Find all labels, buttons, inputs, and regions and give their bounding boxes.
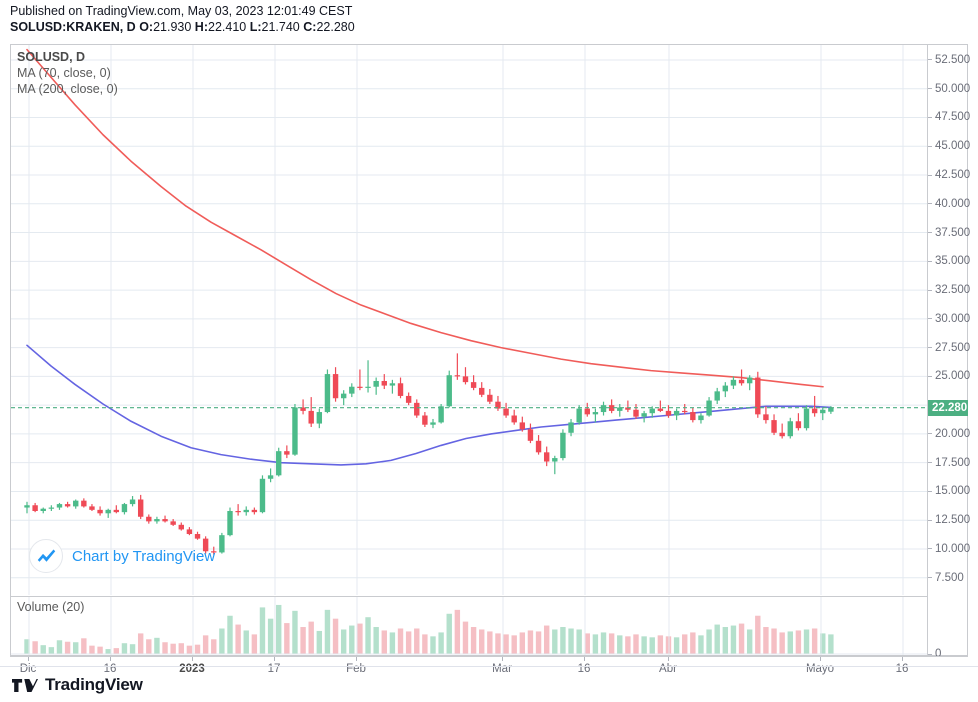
price-axis-tick: 25.000 bbox=[928, 369, 970, 383]
time-axis-mark bbox=[110, 657, 111, 661]
time-axis-divider bbox=[10, 656, 968, 657]
price-axis-tick: 17.500 bbox=[928, 456, 970, 470]
symbol-ohlc-line: SOLUSD:KRAKEN, D O:21.930 H:22.410 L:21.… bbox=[10, 19, 355, 35]
price-pane[interactable]: SOLUSD, D MA (70, close, 0) MA (200, clo… bbox=[11, 45, 927, 595]
time-axis-mark bbox=[274, 657, 275, 661]
watermark-label: Chart by TradingView bbox=[72, 547, 216, 565]
price-axis-tick: 30.000 bbox=[928, 312, 970, 326]
published-line: Published on TradingView.com, May 03, 20… bbox=[10, 4, 353, 18]
footer-brand[interactable]: TradingView bbox=[12, 675, 143, 695]
page-footer: TradingView bbox=[0, 668, 978, 702]
volume-indicator-label[interactable]: Volume (20) bbox=[17, 600, 85, 614]
price-axis-tick: 42.500 bbox=[928, 168, 970, 182]
high-value: 22.410 bbox=[208, 20, 247, 34]
price-axis-tick: 45.000 bbox=[928, 139, 970, 153]
price-axis-tick: 32.500 bbox=[928, 283, 970, 297]
symbol-ticker: SOLUSD:KRAKEN, D bbox=[10, 20, 136, 34]
time-axis-mark bbox=[902, 657, 903, 661]
price-axis-tick: 52.500 bbox=[928, 53, 970, 67]
close-label: C: bbox=[303, 20, 317, 34]
low-value: 21.740 bbox=[261, 20, 300, 34]
price-axis-tick: 27.500 bbox=[928, 341, 970, 355]
close-value: 22.280 bbox=[316, 20, 355, 34]
high-label: H: bbox=[194, 20, 208, 34]
footer-divider bbox=[0, 666, 978, 667]
time-axis-mark bbox=[192, 657, 193, 661]
pane-separator bbox=[11, 596, 927, 597]
time-axis-mark bbox=[502, 657, 503, 661]
low-label: L: bbox=[249, 20, 262, 34]
chart-watermark: Chart by TradingView bbox=[29, 539, 215, 573]
price-axis-tick: 47.500 bbox=[928, 110, 970, 124]
open-value: 21.930 bbox=[153, 20, 192, 34]
volume-pane[interactable]: Volume (20) bbox=[11, 597, 927, 655]
time-axis-mark bbox=[820, 657, 821, 661]
tradingview-logo-icon bbox=[12, 678, 38, 693]
volume-canvas bbox=[11, 597, 927, 655]
time-axis-mark bbox=[668, 657, 669, 661]
price-axis-tick: 10.000 bbox=[928, 542, 970, 556]
tradingview-mountain-icon bbox=[29, 539, 63, 573]
time-axis-mark bbox=[584, 657, 585, 661]
price-axis-tick: 20.000 bbox=[928, 427, 970, 441]
price-axis[interactable]: 52.500 50.000 47.500 45.000 42.500 40.000 37.5… bbox=[927, 45, 970, 660]
price-axis-tick: 35.000 bbox=[928, 254, 970, 268]
time-axis-mark bbox=[356, 657, 357, 661]
price-axis-tick: 7.500 bbox=[928, 571, 968, 585]
chart-header: Published on TradingView.com, May 03, 20… bbox=[10, 4, 355, 35]
chart-frame[interactable]: SOLUSD, D MA (70, close, 0) MA (200, clo… bbox=[10, 44, 970, 660]
price-axis-tick: 37.500 bbox=[928, 226, 970, 240]
open-label: O: bbox=[139, 20, 154, 34]
price-axis-tick: 15.000 bbox=[928, 484, 970, 498]
price-axis-tick: 50.000 bbox=[928, 82, 970, 96]
footer-brand-label: TradingView bbox=[45, 675, 143, 694]
price-axis-tick: 40.000 bbox=[928, 197, 970, 211]
last-price-badge[interactable]: 22.280 bbox=[928, 399, 968, 416]
price-canvas[interactable] bbox=[11, 45, 927, 595]
volume-axis-zero: 0 bbox=[928, 647, 968, 661]
time-axis-mark bbox=[28, 657, 29, 661]
price-axis-tick: 12.500 bbox=[928, 513, 970, 527]
